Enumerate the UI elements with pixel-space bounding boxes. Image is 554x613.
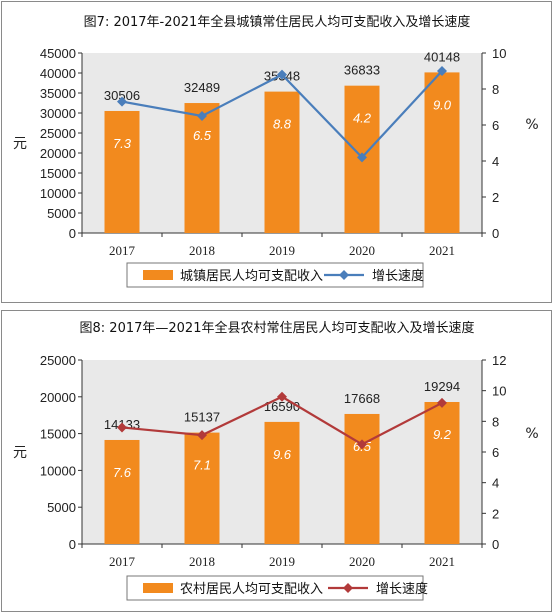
- x-tick-label: 2021: [429, 243, 455, 258]
- y-tick-label: 15000: [40, 427, 76, 442]
- y-tick-label: 5000: [47, 206, 76, 221]
- y-tick-label: 25000: [40, 126, 76, 141]
- bar: [264, 91, 300, 233]
- growth-marker: [117, 422, 127, 433]
- growth-rate-label: 9.0: [433, 97, 452, 112]
- y-tick-label: 20000: [40, 146, 76, 161]
- growth-rate-label: 7.6: [113, 465, 132, 480]
- chart-title: 图8: 2017年—2021年全县农村常住居民人均可支配收入及增长速度: [80, 320, 475, 336]
- income-chart-rural: 图8: 2017年—2021年全县农村常住居民人均可支配收入及增长速度 0 5000…: [1, 310, 552, 612]
- y2-tick-label: 8: [492, 82, 499, 97]
- y2-tick-label: 6: [492, 445, 499, 460]
- y2-tick-label: 6: [492, 118, 499, 133]
- growth-marker: [197, 111, 207, 121]
- y2-tick-label: 12: [492, 353, 506, 368]
- y2-axis-label: %: [525, 117, 538, 133]
- y2-tick-label: 0: [492, 537, 499, 552]
- legend-bar-label: 农村居民人均可支配收入: [180, 582, 323, 597]
- growth-marker: [277, 69, 287, 80]
- bar-value-label: 15137: [184, 410, 220, 425]
- legend-bar-swatch: [143, 270, 173, 280]
- bar-value-label: 17668: [344, 391, 380, 406]
- legend-line-label: 增长速度: [376, 581, 428, 597]
- x-tick-label: 2017: [109, 554, 136, 569]
- bar-value-label: 30506: [104, 88, 140, 103]
- bar: [104, 110, 140, 233]
- y-axis-label: 元: [13, 136, 27, 152]
- growth-marker: [437, 66, 447, 76]
- y-tick-label: 5000: [47, 500, 76, 515]
- legend-line-marker: [339, 270, 349, 280]
- bar: [104, 439, 140, 544]
- bar: [424, 401, 460, 544]
- x-tick-label: 2018: [189, 554, 215, 569]
- growth-marker: [437, 397, 447, 408]
- y-tick-label: 10000: [40, 463, 76, 478]
- y-tick-label: 30000: [40, 106, 76, 121]
- growth-rate-label: 7.3: [113, 136, 132, 151]
- growth-marker: [277, 391, 287, 402]
- x-tick-label: 2021: [429, 554, 455, 569]
- bar: [184, 103, 220, 233]
- bar-value-label: 19294: [424, 379, 460, 394]
- y2-tick-label: 4: [492, 154, 499, 169]
- x-tick-label: 2019: [269, 554, 295, 569]
- y2-tick-label: 8: [492, 414, 499, 429]
- bar: [264, 421, 300, 544]
- y-tick-label: 20000: [40, 390, 76, 405]
- growth-rate-label: 4.2: [353, 111, 372, 126]
- growth-rate-label: 9.6: [273, 447, 292, 462]
- legend-bar-swatch: [143, 583, 173, 593]
- x-tick-label: 2019: [269, 243, 295, 258]
- bar-value-label: 32489: [184, 80, 220, 95]
- y-tick-label: 10000: [40, 186, 76, 201]
- bar: [424, 72, 460, 234]
- bar-value-label: 40148: [424, 49, 460, 64]
- y-tick-label: 40000: [40, 66, 76, 81]
- y-axis-label: 元: [13, 445, 27, 461]
- y2-tick-label: 10: [492, 46, 506, 61]
- y-tick-label: 25000: [40, 353, 76, 368]
- y2-tick-label: 0: [492, 226, 499, 241]
- growth-rate-label: 8.8: [273, 117, 292, 132]
- y-tick-label: 15000: [40, 166, 76, 181]
- y-tick-label: 45000: [40, 46, 76, 61]
- growth-marker: [357, 439, 367, 450]
- y-tick-label: 35000: [40, 86, 76, 101]
- y-tick-label: 0: [69, 226, 76, 241]
- x-tick-label: 2018: [189, 243, 215, 258]
- legend-box: [126, 262, 424, 288]
- growth-marker: [197, 430, 207, 441]
- growth-marker: [117, 96, 127, 107]
- y2-tick-label: 2: [492, 506, 499, 521]
- legend-line-label: 增长速度: [372, 268, 424, 284]
- growth-rate-label: 9.2: [433, 427, 452, 442]
- income-chart-urban: 图7: 2017年-2021年全县城镇常住居民人均可支配收入及增长速度 0 5000…: [1, 1, 552, 303]
- legend-box: [126, 575, 424, 601]
- growth-marker: [357, 152, 367, 163]
- chart-title: 图7: 2017年-2021年全县城镇常住居民人均可支配收入及增长速度: [84, 14, 471, 30]
- y2-axis-label: %: [525, 426, 538, 442]
- x-tick-label: 2020: [349, 243, 375, 258]
- legend-line-marker: [343, 583, 353, 593]
- bar-value-label: 36833: [344, 63, 380, 78]
- y-tick-label: 0: [69, 537, 76, 552]
- rural-chart-svg: 图8: 2017年—2021年全县农村常住居民人均可支配收入及增长速度 0 5000…: [13, 320, 539, 601]
- y2-tick-label: 4: [492, 476, 499, 491]
- bar: [184, 432, 220, 544]
- urban-chart-svg: 图7: 2017年-2021年全县城镇常住居民人均可支配收入及增长速度 0 5000…: [13, 14, 539, 288]
- y2-tick-label: 10: [492, 384, 506, 399]
- growth-rate-label: 7.1: [193, 458, 211, 473]
- x-tick-label: 2017: [109, 243, 136, 258]
- legend-bar-label: 城镇居民人均可支配收入: [180, 269, 323, 284]
- growth-rate-label: 6.5: [193, 128, 212, 143]
- x-tick-label: 2020: [349, 554, 375, 569]
- y2-tick-label: 2: [492, 190, 499, 205]
- bar: [344, 413, 380, 544]
